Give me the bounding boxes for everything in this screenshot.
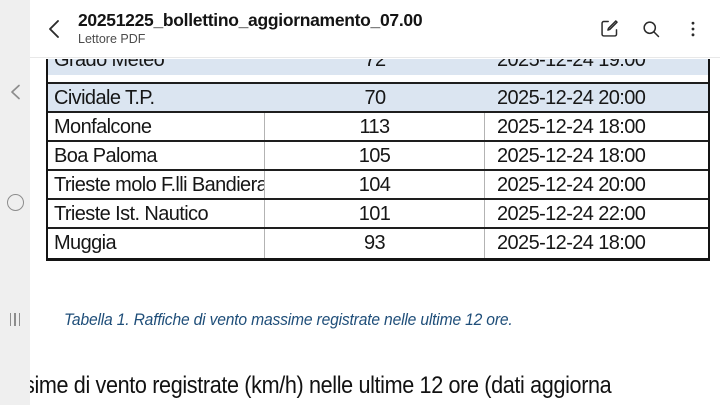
- station-cell: Grado Meteo: [54, 59, 165, 71]
- time-cell: 2025-12-24 18:00: [497, 232, 646, 254]
- gust-cell: 70: [364, 87, 386, 109]
- gust-cell: 101: [265, 200, 485, 227]
- gust-cell: 104: [265, 171, 485, 198]
- table-row[interactable]: Boa Paloma 105 2025-12-24 18:00: [48, 142, 708, 171]
- chevron-left-icon: [10, 84, 21, 100]
- header-actions: [592, 12, 720, 46]
- table-caption: Tabella 1. Raffiche di vento massime reg…: [64, 310, 513, 329]
- edit-icon: [599, 18, 620, 39]
- table-row[interactable]: Trieste Ist. Nautico 101 2025-12-24 22:0…: [48, 200, 708, 229]
- nav-home-button[interactable]: [0, 192, 30, 212]
- gust-cell: 93: [265, 229, 485, 258]
- edit-button[interactable]: [592, 12, 626, 46]
- station-cell: Boa Paloma: [48, 142, 265, 169]
- pdf-page: Grado Meteo 72 2025-12-24 19:00 Cividale…: [30, 58, 720, 405]
- body-text-fragment: sime di vento registrate (km/h) nelle ul…: [30, 372, 612, 399]
- station-cell: Cividale T.P.: [54, 87, 155, 109]
- time-cell: 2025-12-24 18:00: [497, 116, 646, 138]
- table-row[interactable]: Muggia 93 2025-12-24 18:00: [48, 229, 708, 258]
- nav-back-button[interactable]: [0, 82, 30, 102]
- time-cell: 2025-12-24 20:00: [497, 87, 646, 109]
- station-cell: Trieste Ist. Nautico: [48, 200, 265, 227]
- chevron-left-icon: [47, 19, 60, 39]
- table-row[interactable]: Cividale T.P. 70 2025-12-24 20:00: [48, 84, 708, 113]
- app-header: 20251225_bollettino_aggiornamento_07.00 …: [30, 0, 720, 58]
- circle-home-icon: [6, 193, 24, 211]
- nav-recents-button[interactable]: [0, 310, 30, 328]
- app-name: Lettore PDF: [78, 32, 146, 47]
- search-icon: [641, 19, 661, 39]
- android-nav-rail: [0, 0, 30, 405]
- header-titles: 20251225_bollettino_aggiornamento_07.00 …: [78, 10, 423, 47]
- time-cell: 2025-12-24 22:00: [497, 203, 646, 225]
- gust-cell: 72: [364, 59, 386, 71]
- time-cell: 2025-12-24 19:00: [497, 59, 646, 71]
- table-row[interactable]: Monfalcone 113 2025-12-24 18:00: [48, 113, 708, 142]
- station-cell: Trieste molo F.lli Bandiera: [48, 171, 265, 198]
- time-cell: 2025-12-24 18:00: [497, 145, 646, 167]
- time-cell: 2025-12-24 20:00: [497, 174, 646, 196]
- table-row[interactable]: Trieste molo F.lli Bandiera 104 2025-12-…: [48, 171, 708, 200]
- search-button[interactable]: [634, 12, 668, 46]
- recents-bars-icon: [9, 312, 21, 326]
- station-cell: Monfalcone: [48, 113, 265, 140]
- station-cell: Muggia: [48, 229, 265, 258]
- gust-cell: 105: [265, 142, 485, 169]
- back-button[interactable]: [30, 0, 76, 57]
- document-title: 20251225_bollettino_aggiornamento_07.00: [78, 10, 423, 31]
- menu-button[interactable]: [676, 12, 710, 46]
- wind-gust-table: Grado Meteo 72 2025-12-24 19:00 Cividale…: [46, 59, 710, 261]
- body-text-line: sime di vento registrate (km/h) nelle ul…: [30, 372, 720, 406]
- table-row-clipped[interactable]: Grado Meteo 72 2025-12-24 19:00: [48, 59, 708, 84]
- more-vert-icon: [683, 19, 703, 39]
- gust-cell: 113: [265, 113, 485, 140]
